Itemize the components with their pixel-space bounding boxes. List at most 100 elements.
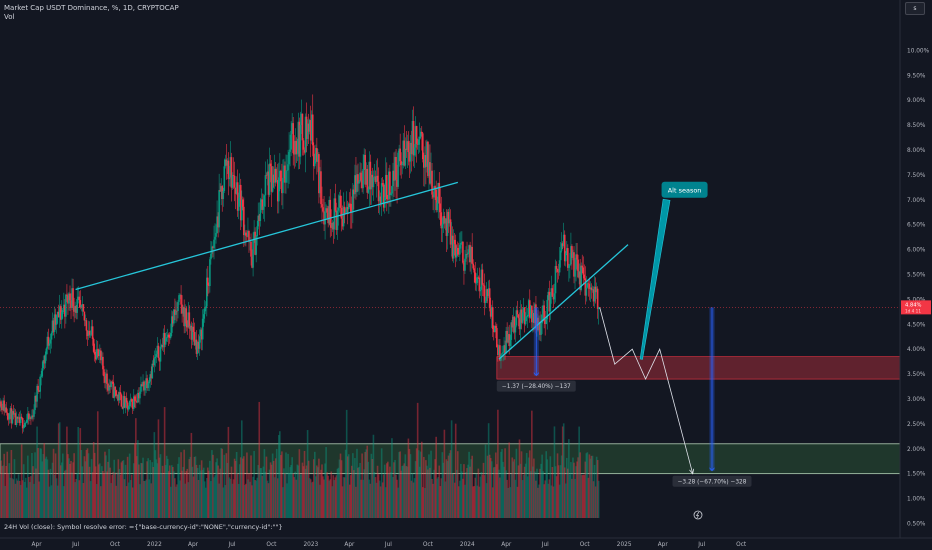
- candle-body: [391, 186, 393, 194]
- price-candle: [30, 415, 32, 425]
- candle-body: [245, 232, 247, 236]
- price-candle: [476, 267, 479, 286]
- volume-bar: [223, 454, 226, 518]
- volume-bar: [558, 484, 561, 518]
- candle-body: [67, 295, 69, 304]
- volume-bar: [240, 420, 243, 518]
- candle-body: [273, 168, 276, 183]
- price-candle: [203, 299, 206, 323]
- price-candle: [336, 207, 339, 240]
- price-candle: [388, 167, 390, 214]
- volume-bar: [504, 448, 506, 518]
- candle-body: [198, 336, 201, 349]
- price-tag-value: 4.84%: [905, 302, 922, 308]
- volume-bar: [321, 464, 323, 518]
- alt-season-arrow[interactable]: [639, 198, 671, 360]
- candle-body: [34, 395, 36, 411]
- volume-bar: [232, 479, 235, 518]
- price-candle: [229, 141, 232, 187]
- price-candle: [449, 209, 452, 249]
- price-candle: [217, 212, 219, 238]
- candle-body: [378, 196, 381, 202]
- candle-body: [393, 170, 395, 181]
- candle-body: [584, 278, 587, 296]
- price-candle: [428, 144, 430, 191]
- price-candle: [304, 113, 307, 173]
- price-candle: [34, 392, 36, 414]
- candle-body: [54, 314, 57, 325]
- candle-body: [554, 266, 557, 294]
- price-candle: [316, 137, 318, 175]
- volume-bar: [158, 457, 161, 518]
- price-candle: [16, 416, 19, 423]
- candle-body: [138, 392, 140, 399]
- measure-large[interactable]: −3.28 (−67.70%) −328: [672, 307, 752, 487]
- candle-body: [150, 374, 153, 379]
- candle-body: [157, 345, 160, 359]
- candle-body: [197, 341, 200, 349]
- price-candle: [538, 315, 540, 340]
- candle-body: [548, 291, 551, 312]
- volume-bar: [211, 450, 213, 518]
- price-candle: [187, 301, 190, 328]
- candle-body: [177, 301, 179, 311]
- trendline-upper[interactable]: [75, 181, 459, 291]
- volume-bar: [465, 472, 467, 518]
- price-candle: [122, 391, 125, 414]
- price-candle: [31, 409, 33, 420]
- candle-body: [20, 416, 23, 419]
- volume-bar: [417, 450, 420, 518]
- scale-button[interactable]: s: [905, 2, 925, 15]
- price-candle: [107, 382, 109, 395]
- candle-body: [142, 381, 144, 387]
- price-candle: [582, 256, 585, 285]
- price-candle: [42, 355, 45, 371]
- price-candle: [228, 166, 231, 187]
- price-candle: [179, 293, 181, 300]
- candle-body: [451, 235, 454, 259]
- price-candle: [168, 332, 171, 344]
- price-candle: [155, 350, 158, 364]
- price-candle: [9, 406, 12, 420]
- volume-bar: [87, 453, 90, 518]
- candle-body: [131, 401, 134, 409]
- price-candle: [158, 357, 161, 371]
- price-candle: [311, 94, 314, 157]
- volume-bar: [265, 456, 268, 518]
- price-candle: [225, 143, 228, 180]
- candle-body: [124, 397, 127, 408]
- price-candle: [416, 138, 419, 150]
- volume-bar: [255, 480, 257, 518]
- projection-path[interactable]: [599, 307, 694, 474]
- trendline-wedge[interactable]: [498, 244, 629, 360]
- volume-bar: [426, 465, 428, 518]
- candle-body: [553, 293, 556, 300]
- volume-bar: [473, 486, 476, 518]
- volume-bar: [272, 460, 275, 518]
- candle-body: [513, 316, 516, 333]
- volume-bar: [144, 480, 146, 518]
- candle-body: [105, 373, 107, 383]
- candle-body: [274, 168, 277, 183]
- volume-bar: [454, 423, 457, 518]
- price-candle: [103, 365, 105, 384]
- replay-icon[interactable]: [693, 510, 703, 520]
- price-candle: [430, 152, 432, 187]
- candle-body: [517, 314, 520, 319]
- candle-body: [260, 199, 263, 203]
- volume-bar: [540, 463, 542, 518]
- price-candle: [230, 152, 233, 202]
- price-candle: [593, 276, 596, 307]
- volume-bar: [83, 456, 86, 518]
- alt-season-label-box[interactable]: [661, 181, 708, 198]
- volume-bar: [69, 463, 71, 518]
- candle-body: [547, 291, 550, 300]
- candle-body: [130, 399, 133, 402]
- candle-body: [463, 262, 465, 271]
- price-candle: [39, 374, 41, 399]
- price-candle: [223, 158, 226, 194]
- measure-small[interactable]: −1.37 (−28.40%) −137: [496, 307, 576, 392]
- candle-body: [528, 300, 531, 318]
- price-candle: [88, 321, 91, 338]
